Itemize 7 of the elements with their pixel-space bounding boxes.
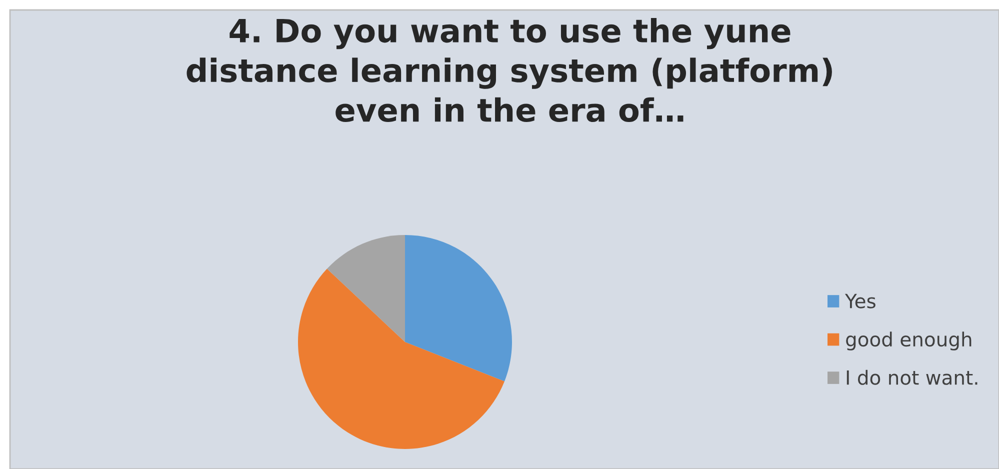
legend-label: I do not want. [846,370,978,385]
legend-label: Yes [844,294,876,308]
legend-label: good enough [846,332,972,350]
pie-slice [327,235,405,342]
pie-slice [298,268,504,449]
pie-slice [405,235,512,382]
chart-title: 4. Do you want to use the yune distance learning system (platform) even in the era of… [186,18,832,122]
